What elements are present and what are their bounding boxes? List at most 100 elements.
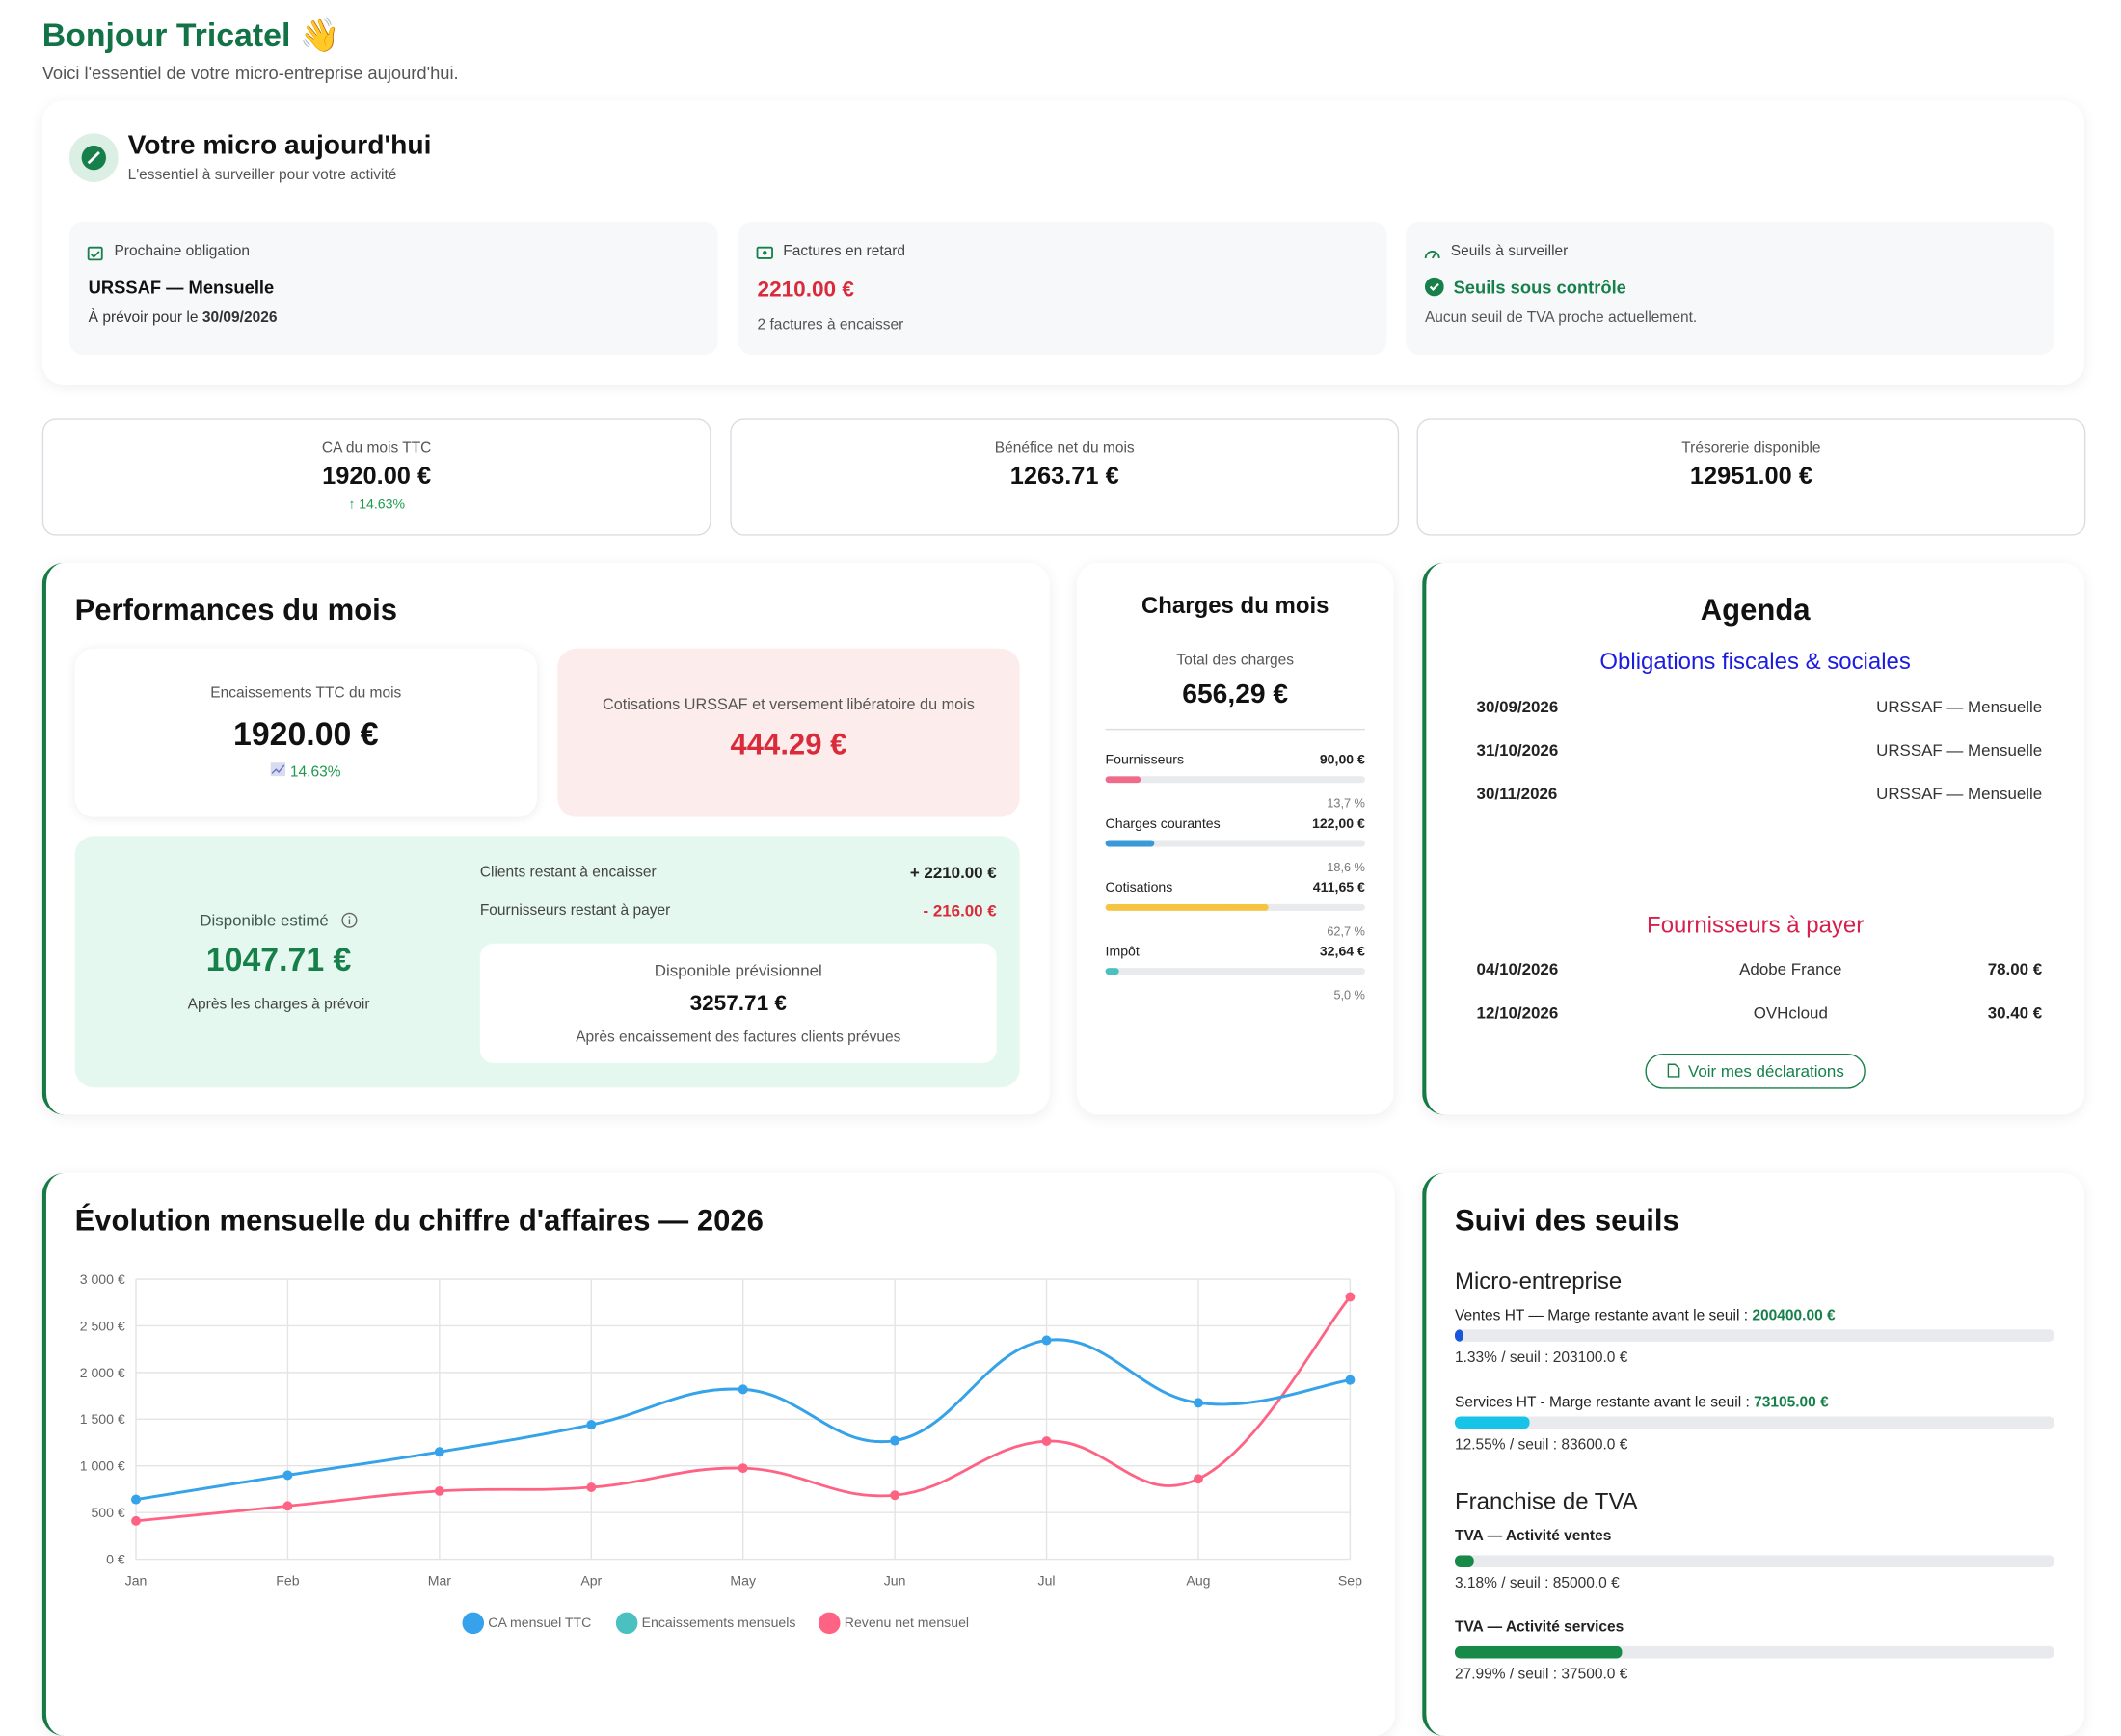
forecast-value: 3257.71 € xyxy=(689,992,787,1016)
legend-swatch xyxy=(615,1612,638,1635)
threshold-progress: 12.55% / seuil : 83600.0 € xyxy=(1454,1436,1628,1454)
charge-name: Fournisseurs xyxy=(1105,753,1185,768)
declarations-button[interactable]: Voir mes déclarations xyxy=(1645,1053,1866,1089)
available-value: 1047.71 € xyxy=(205,942,352,979)
charge-bar xyxy=(1105,840,1154,847)
agenda-title: Agenda xyxy=(1700,592,1811,628)
performance-card: Performances du mois Encaissements TTC d… xyxy=(41,562,1050,1115)
data-point xyxy=(586,1420,597,1430)
kpi-value: 1920.00 € xyxy=(322,462,432,490)
receipts-value: 1920.00 € xyxy=(233,716,379,754)
data-point xyxy=(1194,1398,1203,1408)
series-line xyxy=(135,1338,1351,1501)
divider xyxy=(1105,728,1365,731)
late-invoices-card: Factures en retard 2210.00 € 2 factures … xyxy=(738,221,1387,356)
progress-track xyxy=(1454,1555,2054,1568)
y-tick-label: 500 € xyxy=(91,1505,124,1520)
charge-share: 5,0 % xyxy=(1333,988,1365,1002)
charge-amount: 411,65 € xyxy=(1312,880,1365,896)
kpi-card: Trésorerie disponible 12951.00 € xyxy=(1416,418,2086,536)
data-point xyxy=(434,1447,444,1457)
obligations-title: Obligations fiscales & sociales xyxy=(1599,648,1911,675)
vat-title: Franchise de TVA xyxy=(1454,1488,1638,1515)
forecast-box: Disponible prévisionnel 3257.71 € Après … xyxy=(479,943,997,1063)
data-point xyxy=(282,1470,293,1481)
y-tick-label: 0 € xyxy=(106,1552,125,1567)
flow-label: Fournisseurs restant à payer xyxy=(479,902,671,920)
forecast-label: Disponible prévisionnel xyxy=(654,961,822,980)
charge-share: 13,7 % xyxy=(1327,796,1365,811)
charge-share: 62,7 % xyxy=(1327,923,1365,939)
check-icon xyxy=(1424,277,1444,297)
charges-title: Charges du mois xyxy=(1141,592,1329,619)
obligation-label: URSSAF — Mensuelle xyxy=(1876,784,2043,804)
charge-amount: 122,00 € xyxy=(1311,816,1365,833)
flow-value: - 216.00 € xyxy=(923,901,997,921)
micro-title: Micro-entreprise xyxy=(1454,1268,1623,1295)
vat-bar xyxy=(1454,1645,1624,1659)
vat-progress: 3.18% / seuil : 85000.0 € xyxy=(1454,1575,1620,1592)
y-tick-label: 3 000 € xyxy=(80,1271,125,1287)
kpi-card: Bénéfice net du mois 1263.71 € xyxy=(730,418,1400,536)
obligation-text: À prévoir pour le xyxy=(88,309,199,327)
gauge-icon xyxy=(1424,251,1440,259)
charge-amount: 90,00 € xyxy=(1319,753,1365,768)
data-point xyxy=(282,1501,293,1511)
threshold-bar xyxy=(1454,1329,1463,1342)
available-panel: Disponible estimé 1047.71 € Après les ch… xyxy=(74,836,1020,1088)
y-tick-label: 1 000 € xyxy=(80,1458,125,1474)
kpi-value: 1263.71 € xyxy=(1009,462,1119,490)
data-point xyxy=(1194,1474,1203,1484)
supplier-name: Adobe France xyxy=(1739,959,1842,979)
document-icon xyxy=(1667,1063,1679,1078)
x-tick-label: Sep xyxy=(1338,1572,1362,1588)
greeting: Bonjour Tricatel 👋 xyxy=(41,17,340,55)
threshold-label: Services HT - Marge restante avant le se… xyxy=(1455,1395,1829,1411)
threshold-margin: 200400.00 € xyxy=(1752,1307,1836,1324)
supplier-date: 04/10/2026 xyxy=(1476,959,1559,979)
x-tick-label: Jan xyxy=(125,1572,148,1588)
threshold-label: Ventes HT — Marge restante avant le seui… xyxy=(1455,1308,1836,1324)
legend-swatch xyxy=(462,1612,485,1635)
y-tick-label: 1 500 € xyxy=(80,1411,125,1427)
receipts-card: Encaissements TTC du mois 1920.00 € 14.6… xyxy=(74,648,538,817)
legend-label: Encaissements mensuels xyxy=(642,1615,796,1630)
charge-bar xyxy=(1105,903,1269,911)
data-point xyxy=(586,1482,597,1492)
x-tick-label: Jul xyxy=(1038,1572,1056,1588)
data-point xyxy=(738,1463,748,1474)
thresholds-tracking-card: Suivi des seuils Micro-entreprise Franch… xyxy=(1422,1173,2084,1736)
progress-track xyxy=(1454,1329,2054,1342)
line-chart: 0 € 500 € 1 000 € 1 500 € 2 000 € 2 500 € 3 00… xyxy=(80,1271,1362,1635)
today-icon xyxy=(68,133,119,182)
progress-track xyxy=(1105,776,1365,784)
data-point xyxy=(890,1490,900,1501)
calendar-icon xyxy=(87,246,103,261)
thresholds-text: Aucun seuil de TVA proche actuellement. xyxy=(1424,309,1698,327)
data-point xyxy=(890,1435,900,1446)
charge-bar xyxy=(1105,968,1119,975)
charge-share: 18,6 % xyxy=(1327,860,1365,874)
threshold-text: Ventes HT — Marge restante avant le seui… xyxy=(1454,1307,1749,1324)
today-card: Votre micro aujourd'hui L'essentiel à su… xyxy=(41,100,2084,386)
obligation-date: 30/09/2026 xyxy=(201,309,278,327)
charge-name: Cotisations xyxy=(1105,880,1173,896)
supplier-amount: 78.00 € xyxy=(1987,959,2043,979)
threshold-bar xyxy=(1454,1416,1531,1429)
progress-track xyxy=(1105,968,1365,975)
greeting-subtitle: Voici l'essentiel de votre micro-entrepr… xyxy=(41,62,459,84)
data-point xyxy=(1345,1292,1356,1302)
flow-label: Clients restant à encaisser xyxy=(479,864,657,881)
charge-bar xyxy=(1105,776,1141,784)
performance-title: Performances du mois xyxy=(74,592,398,628)
obligation-label: Prochaine obligation xyxy=(114,243,251,260)
y-tick-label: 2 500 € xyxy=(80,1318,125,1333)
forecast-note: Après encaissement des factures clients … xyxy=(576,1028,901,1046)
legend-swatch xyxy=(818,1612,841,1635)
data-point xyxy=(1345,1375,1356,1385)
x-tick-label: Apr xyxy=(580,1572,602,1588)
late-invoices-amount: 2210.00 € xyxy=(757,279,854,303)
legend-label: CA mensuel TTC xyxy=(488,1615,591,1630)
kpi-label: Trésorerie disponible xyxy=(1681,440,1821,457)
threshold-text: Services HT - Marge restante avant le se… xyxy=(1454,1394,1750,1411)
